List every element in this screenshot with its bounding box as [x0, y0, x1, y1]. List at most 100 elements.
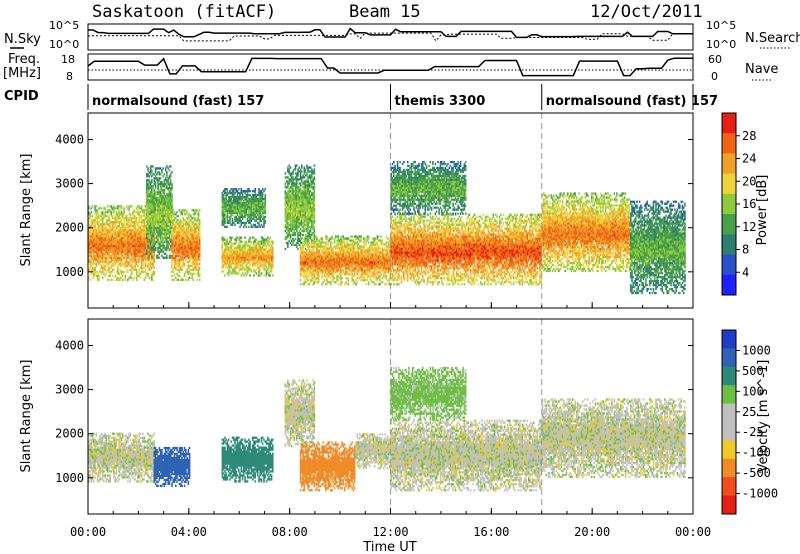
scatter-cell	[173, 237, 176, 240]
scatter-cell	[181, 266, 183, 270]
scatter-cell	[164, 226, 167, 230]
scatter-cell	[235, 215, 238, 219]
scatter-cell	[169, 246, 172, 249]
scatter-cell	[166, 171, 168, 174]
scatter-cell	[159, 222, 162, 226]
scatter-cell	[195, 229, 197, 232]
scatter-cell	[178, 209, 181, 212]
scatter-cell	[139, 233, 142, 236]
scatter-cell	[146, 228, 148, 232]
scatter-cell	[167, 216, 169, 220]
scatter-cell	[226, 213, 229, 217]
scatter-cell	[143, 215, 146, 218]
scatter-cell	[127, 235, 129, 238]
scatter-cell	[162, 256, 164, 259]
scatter-cell	[118, 223, 120, 226]
scatter-cell	[152, 218, 154, 222]
scatter-cell	[167, 230, 169, 234]
scatter-cell	[178, 246, 181, 250]
scatter-cell	[198, 262, 201, 266]
scatter-cell	[148, 224, 151, 228]
scatter-cell	[138, 268, 140, 271]
scatter-cell	[308, 235, 311, 238]
scatter-cell	[99, 246, 101, 250]
scatter-cell	[144, 225, 147, 228]
scatter-cell	[95, 215, 98, 218]
scatter-cell	[157, 212, 159, 216]
scatter-cell	[260, 215, 263, 219]
scatter-cell	[111, 246, 114, 250]
scatter-cell	[178, 225, 181, 228]
scatter-cell	[98, 237, 100, 240]
scatter-cell	[169, 165, 172, 168]
scatter-cell	[261, 194, 264, 197]
scatter-cell	[147, 250, 149, 254]
scatter-cell	[164, 203, 167, 206]
scatter-cell	[135, 274, 138, 277]
scatter-cell	[149, 183, 152, 186]
scatter-cell	[132, 221, 134, 224]
scatter-cell	[139, 248, 142, 252]
scatter-cell	[182, 278, 185, 281]
scatter-cell	[151, 222, 153, 226]
scatter-cell	[225, 264, 227, 267]
scatter-cell	[94, 217, 96, 220]
scatter-cell	[115, 270, 118, 273]
scatter-cell	[134, 240, 137, 244]
scatter-cell	[313, 220, 316, 223]
scatter-cell	[108, 266, 110, 270]
scatter-cell	[96, 256, 99, 260]
scatter-cell	[94, 221, 96, 224]
scatter-cell	[225, 197, 227, 201]
scatter-cell	[173, 248, 176, 252]
scatter-cell	[120, 272, 123, 275]
scatter-cell	[307, 168, 309, 171]
scatter-cell	[171, 189, 173, 192]
scatter-cell	[159, 212, 162, 216]
scatter-cell	[161, 203, 163, 206]
scatter-cell	[304, 245, 307, 248]
scatter-cell	[180, 240, 182, 244]
scatter-cell	[173, 266, 176, 270]
scatter-cell	[188, 276, 191, 279]
scatter-cell	[106, 223, 109, 226]
scatter-cell	[137, 246, 139, 250]
scatter-cell	[148, 201, 151, 204]
scatter-cell	[135, 244, 138, 248]
scatter-cell	[135, 278, 138, 281]
scatter-cell	[144, 244, 147, 248]
scatter-cell	[93, 272, 95, 275]
scatter-cell	[140, 256, 143, 260]
scatter-cell	[114, 248, 117, 252]
scatter-cell	[227, 274, 230, 277]
scatter-cell	[118, 233, 120, 236]
scatter-cell	[149, 234, 152, 238]
scatter-cell	[171, 183, 173, 186]
scatter-cell	[146, 250, 148, 253]
scatter-cell	[138, 244, 140, 248]
scatter-cell	[164, 252, 167, 255]
scatter-cell	[90, 242, 93, 246]
scatter-cell	[173, 244, 176, 248]
scatter-cell	[307, 227, 309, 231]
scatter-cell	[129, 258, 132, 262]
scatter-cell	[166, 165, 168, 168]
scatter-cell	[172, 219, 174, 222]
scatter-cell	[89, 260, 91, 264]
scatter-cell	[108, 235, 110, 238]
scatter-cell	[151, 203, 153, 206]
scatter-cell	[313, 222, 316, 225]
scatter-cell	[96, 215, 99, 218]
scatter-cell	[188, 213, 191, 216]
scatter-cell	[109, 246, 111, 250]
scatter-cell	[124, 239, 127, 242]
scatter-cell	[146, 224, 148, 228]
scatter-cell	[181, 225, 183, 228]
scatter-cell	[159, 189, 162, 192]
scatter-cell	[147, 274, 149, 277]
scatter-cell	[143, 229, 146, 232]
scatter-cell	[164, 234, 167, 238]
scatter-cell	[166, 199, 168, 202]
scatter-cell	[301, 180, 303, 183]
scatter-cell	[157, 191, 159, 194]
